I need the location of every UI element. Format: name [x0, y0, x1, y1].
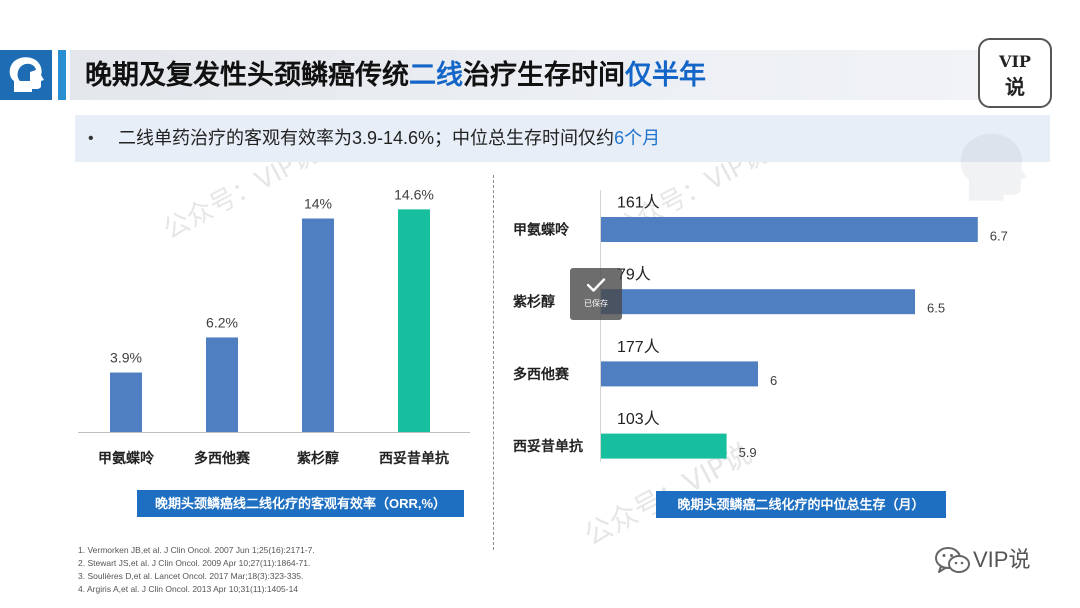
orr-bar-1	[110, 372, 142, 432]
orr-category-label-3: 紫杉醇	[297, 450, 339, 466]
os-category-label-3: 多西他赛	[513, 366, 570, 382]
reference-item: 3. Soulières D,et al. Lancet Oncol. 2017…	[78, 571, 304, 581]
saved-toast: 已保存	[570, 268, 622, 320]
os-sample-size-label-1: 161人	[617, 194, 660, 212]
os-category-label-4: 西妥昔单抗	[513, 438, 583, 454]
summary-highlight: 6个月	[614, 128, 661, 148]
reference-item: 4. Argiris A,et al. J Clin Oncol. 2013 A…	[78, 584, 299, 594]
orr-bar-4	[398, 209, 430, 432]
page-title: 晚期及复发性头颈鳞癌传统二线治疗生存时间仅半年	[85, 50, 706, 100]
head-watermark-icon	[942, 118, 1042, 223]
orr-value-label-1: 3.9%	[110, 350, 142, 366]
os-value-label-3: 6	[770, 373, 777, 388]
summary-band	[75, 115, 1050, 162]
wechat-icon	[934, 546, 972, 581]
orr-category-label-4: 西妥昔单抗	[379, 450, 449, 466]
orr-category-label-1: 甲氨蝶呤	[98, 450, 155, 466]
summary-main: 二线单药治疗的客观有效率为3.9-14.6%；中位总生存时间仅约	[118, 128, 615, 148]
summary-text: 二线单药治疗的客观有效率为3.9-14.6%；中位总生存时间仅约6个月	[118, 115, 660, 162]
os-chart-caption: 晚期头颈鳞癌二线化疗的中位总生存（月）	[656, 491, 946, 518]
orr-value-label-4: 14.6%	[394, 186, 434, 202]
chart-divider	[493, 175, 494, 550]
title-band	[70, 50, 980, 100]
os-sample-size-label-2: 79人	[617, 266, 651, 284]
saved-toast-text: 已保存	[584, 299, 608, 308]
vip-badge-line2: 说	[1005, 75, 1025, 99]
os-category-label-2: 紫杉醇	[513, 294, 555, 310]
os-bar-2	[601, 289, 915, 315]
title-accent-bar	[58, 50, 66, 100]
title-highlight-2: 仅半年	[625, 60, 706, 90]
checkmark-icon	[586, 278, 606, 292]
os-category-label-1: 甲氨蝶呤	[513, 222, 570, 238]
os-sample-size-label-3: 177人	[617, 338, 660, 356]
os-value-label-2: 6.5	[927, 301, 945, 316]
os-sample-size-label-4: 103人	[617, 410, 660, 428]
orr-category-label-2: 多西他赛	[194, 450, 251, 466]
os-value-label-4: 5.9	[739, 445, 757, 460]
vip-badge-line1: VIP	[999, 52, 1031, 71]
vip-badge: VIP 说	[978, 38, 1052, 108]
orr-bar-chart: 3.9% 甲氨蝶呤 6.2% 多西他赛 14% 紫杉醇 14.6% 西妥昔单抗	[78, 186, 470, 466]
title-text-1: 晚期及复发性头颈鳞癌传统	[85, 60, 409, 90]
title-text-2: 治疗生存时间	[463, 60, 625, 90]
reference-item: 2. Stewart JS,et al. J Clin Oncol. 2009 …	[78, 558, 311, 568]
os-value-label-1: 6.7	[990, 229, 1008, 244]
os-bar-4	[601, 433, 727, 459]
os-bar-1	[601, 217, 978, 242]
footer-brand: VIP说	[973, 547, 1031, 572]
orr-chart-caption: 晚期头颈鳞癌线二线化疗的客观有效率（ORR,%）	[137, 490, 464, 517]
orr-value-label-2: 6.2%	[206, 314, 238, 330]
references-list: 1. Vermorken JB,et al. J Clin Oncol. 200…	[78, 544, 315, 596]
os-bar-3	[601, 361, 758, 387]
reference-item: 1. Vermorken JB,et al. J Clin Oncol. 200…	[78, 545, 315, 555]
title-highlight-1: 二线	[409, 60, 463, 90]
orr-value-label-3: 14%	[304, 196, 332, 212]
bullet-marker: •	[88, 130, 94, 147]
orr-bar-2	[206, 337, 238, 432]
head-logo-icon	[0, 50, 52, 100]
orr-bar-3	[302, 218, 334, 432]
